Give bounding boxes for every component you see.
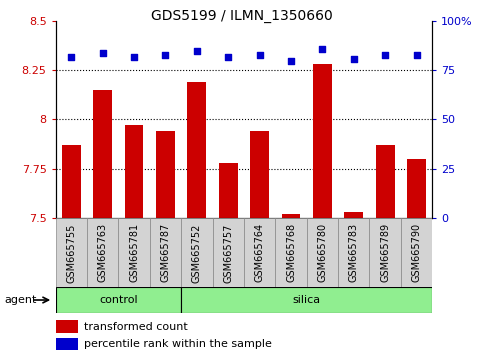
Point [130, 54, 138, 59]
Bar [93, 90, 112, 218]
Bar [275, 218, 307, 287]
Bar [56, 338, 78, 350]
Point [68, 54, 75, 59]
Bar [369, 218, 401, 287]
Text: GSM665755: GSM665755 [66, 223, 76, 282]
Text: percentile rank within the sample: percentile rank within the sample [84, 339, 271, 349]
Text: GSM665752: GSM665752 [192, 223, 202, 282]
Bar [250, 131, 269, 218]
Bar [376, 145, 395, 218]
Bar [62, 145, 81, 218]
Point [193, 48, 201, 53]
Bar [125, 125, 143, 218]
Text: control: control [99, 295, 138, 305]
Point [99, 50, 107, 56]
Point [224, 54, 232, 59]
Bar [407, 159, 426, 218]
Text: GSM665757: GSM665757 [223, 223, 233, 282]
Text: GDS5199 / ILMN_1350660: GDS5199 / ILMN_1350660 [151, 9, 332, 23]
Point [319, 46, 327, 52]
Text: GSM665780: GSM665780 [317, 223, 327, 282]
Bar [282, 214, 300, 218]
Bar [244, 218, 275, 287]
Bar [56, 287, 181, 313]
Bar [181, 218, 213, 287]
Bar [313, 64, 332, 218]
Text: GSM665790: GSM665790 [412, 223, 422, 282]
Bar [56, 320, 78, 333]
Text: GSM665789: GSM665789 [380, 223, 390, 282]
Bar [118, 218, 150, 287]
Bar [401, 218, 432, 287]
Text: GSM665764: GSM665764 [255, 223, 265, 282]
Bar [56, 218, 87, 287]
Bar [219, 163, 238, 218]
Point [350, 56, 357, 61]
Point [382, 52, 389, 57]
Text: GSM665768: GSM665768 [286, 223, 296, 282]
Bar [156, 131, 175, 218]
Text: GSM665787: GSM665787 [160, 223, 170, 282]
Text: transformed count: transformed count [84, 322, 187, 332]
Bar [338, 218, 369, 287]
Text: GSM665783: GSM665783 [349, 223, 359, 282]
Bar [150, 218, 181, 287]
Bar [181, 287, 432, 313]
Text: silica: silica [293, 295, 321, 305]
Bar [344, 212, 363, 218]
Text: agent: agent [5, 295, 37, 305]
Text: GSM665781: GSM665781 [129, 223, 139, 282]
Point [412, 52, 420, 57]
Text: GSM665763: GSM665763 [98, 223, 108, 282]
Point [161, 52, 170, 57]
Bar [187, 82, 206, 218]
Bar [87, 218, 118, 287]
Point [287, 58, 295, 63]
Point [256, 52, 264, 57]
Bar [213, 218, 244, 287]
Bar [307, 218, 338, 287]
